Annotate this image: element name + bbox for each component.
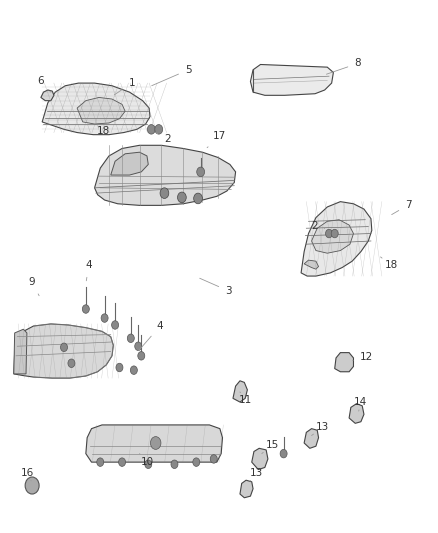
Text: 9: 9 [29,278,39,296]
Polygon shape [304,260,318,269]
Polygon shape [14,324,113,378]
Text: 5: 5 [152,65,192,86]
Polygon shape [349,403,364,423]
Circle shape [331,229,338,238]
Circle shape [171,460,178,469]
Circle shape [155,125,162,134]
Text: 11: 11 [239,392,252,406]
Text: 17: 17 [207,131,226,148]
Circle shape [280,449,287,458]
Circle shape [60,343,67,352]
Polygon shape [42,83,150,135]
Text: 13: 13 [311,422,329,435]
Circle shape [135,342,142,351]
Text: 15: 15 [262,440,279,454]
Polygon shape [252,448,268,470]
Text: 14: 14 [354,397,367,411]
Polygon shape [14,329,27,374]
Text: 3: 3 [200,278,232,296]
Circle shape [194,193,202,204]
Text: 18: 18 [97,123,110,136]
Polygon shape [77,98,125,124]
Circle shape [25,477,39,494]
Polygon shape [233,381,247,402]
Text: 13: 13 [250,468,263,481]
Polygon shape [86,425,223,462]
Polygon shape [301,201,372,276]
Text: 7: 7 [392,200,412,215]
Circle shape [148,125,155,134]
Text: 10: 10 [140,454,154,467]
Circle shape [210,455,217,463]
Circle shape [68,359,75,368]
Circle shape [193,458,200,466]
Circle shape [112,321,119,329]
Polygon shape [240,480,253,498]
Text: 1: 1 [114,78,135,95]
Circle shape [127,334,134,343]
Circle shape [101,314,108,322]
Circle shape [116,364,123,372]
Text: 4: 4 [85,261,92,281]
Text: 6: 6 [38,77,51,92]
Polygon shape [41,90,54,101]
Circle shape [325,229,332,238]
Circle shape [197,167,205,176]
Polygon shape [111,152,148,175]
Text: 2: 2 [155,133,171,144]
Circle shape [97,458,104,466]
Circle shape [119,458,126,466]
Polygon shape [335,353,353,372]
Text: 12: 12 [353,352,373,362]
Text: 4: 4 [139,321,163,351]
Circle shape [82,305,89,313]
Polygon shape [251,64,333,95]
Polygon shape [304,429,318,448]
Polygon shape [311,220,353,253]
Text: 16: 16 [21,468,35,481]
Circle shape [145,460,152,469]
Circle shape [131,366,138,374]
Circle shape [160,188,169,198]
Circle shape [138,352,145,360]
Circle shape [150,437,161,449]
Text: 8: 8 [326,59,361,74]
Circle shape [177,192,186,203]
Polygon shape [95,146,236,205]
Text: 2: 2 [311,221,325,231]
Text: 18: 18 [381,257,398,270]
